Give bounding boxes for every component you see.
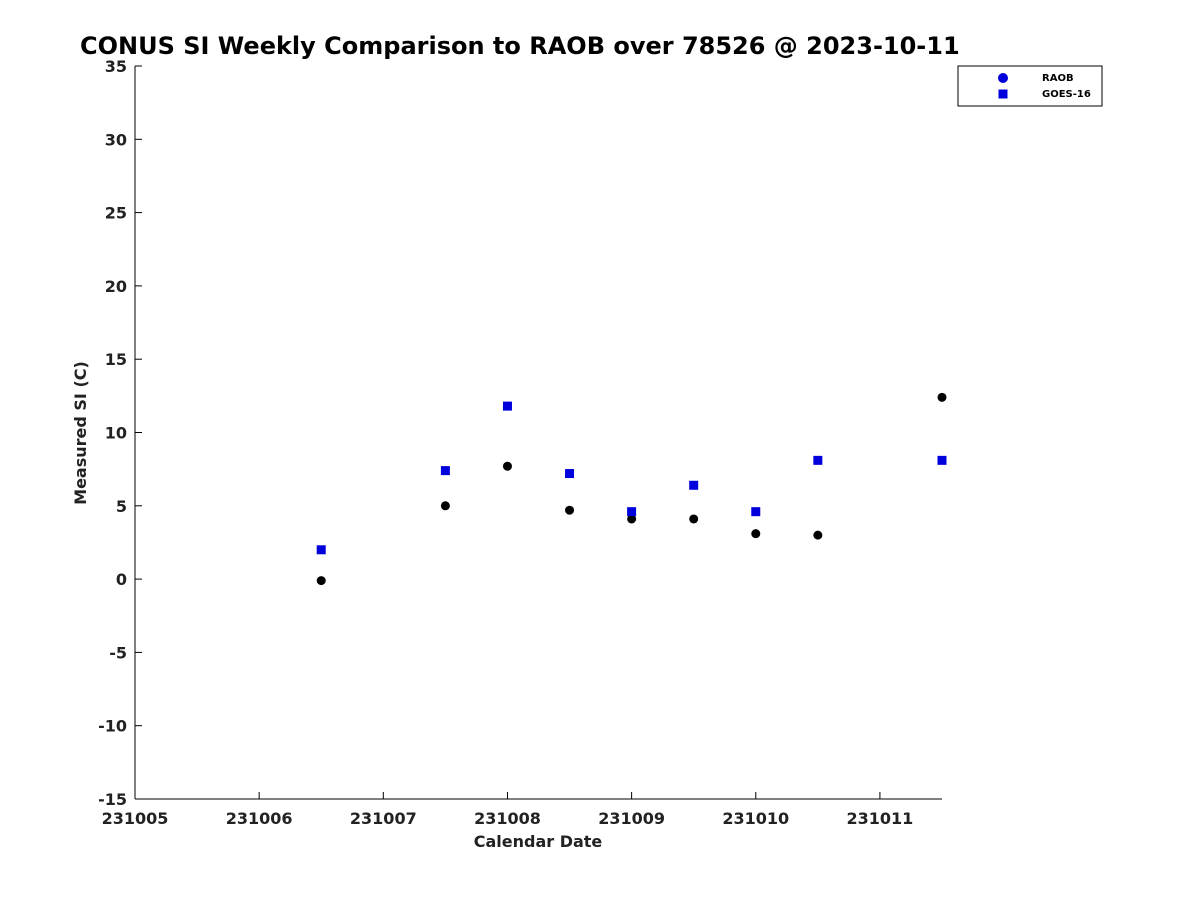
y-tick-label: 30 xyxy=(105,130,127,149)
data-point-raob xyxy=(751,529,761,539)
data-point-goes-16 xyxy=(937,455,947,465)
legend-marker-goes-16 xyxy=(998,89,1008,99)
data-point-goes-16 xyxy=(502,401,512,411)
x-tick-label: 231007 xyxy=(350,809,417,828)
y-axis-label: Measured SI (C) xyxy=(71,361,90,505)
y-tick-label: 35 xyxy=(105,57,127,76)
x-axis-ticks: 231005 231006 231007 231008 231009 231010 2310… xyxy=(102,792,914,828)
legend-label-raob: RAOB xyxy=(1042,73,1074,84)
legend-box xyxy=(957,65,1103,107)
data-point-raob xyxy=(440,501,450,511)
x-axis-label: Calendar Date xyxy=(474,832,603,851)
x-tick-label: 231006 xyxy=(226,809,293,828)
data-point-goes-16 xyxy=(751,507,761,517)
y-tick-label: 20 xyxy=(105,277,127,296)
legend-label-goes-16: GOES-16 xyxy=(1042,89,1091,100)
data-point-raob xyxy=(316,576,326,586)
x-tick-label: 231008 xyxy=(474,809,541,828)
data-point-goes-16 xyxy=(627,507,637,517)
x-tick-label: 231011 xyxy=(847,809,914,828)
axes xyxy=(134,66,942,800)
y-tick-label: -10 xyxy=(98,717,127,736)
data-point-raob xyxy=(502,461,512,471)
data-point-goes-16 xyxy=(440,466,450,476)
data-point-raob xyxy=(565,505,575,515)
data-point-goes-16 xyxy=(565,469,575,479)
data-point-raob xyxy=(937,392,947,402)
y-tick-label: -15 xyxy=(98,790,127,809)
y-tick-label: 5 xyxy=(116,497,127,516)
data-point-raob xyxy=(627,514,637,524)
plot-points xyxy=(316,392,947,586)
data-point-goes-16 xyxy=(689,480,699,490)
x-tick-label: 231009 xyxy=(598,809,665,828)
x-tick-label: 231010 xyxy=(722,809,789,828)
data-point-goes-16 xyxy=(316,545,326,555)
y-tick-label: 0 xyxy=(116,570,127,589)
y-tick-label: 10 xyxy=(105,424,127,443)
y-tick-label: -5 xyxy=(109,643,127,662)
chart-title: CONUS SI Weekly Comparison to RAOB over … xyxy=(80,32,960,60)
y-tick-label: 15 xyxy=(105,350,127,369)
x-tick-label: 231005 xyxy=(102,809,169,828)
y-axis-ticks: -15 -10 -5 0 5 10 15 20 25 30 35 xyxy=(98,57,142,809)
data-point-goes-16 xyxy=(813,455,823,465)
legend: RAOB GOES-16 xyxy=(957,65,1103,107)
data-point-raob xyxy=(813,530,823,540)
y-tick-label: 25 xyxy=(105,204,127,223)
legend-marker-raob xyxy=(998,73,1008,83)
data-point-raob xyxy=(689,514,699,524)
